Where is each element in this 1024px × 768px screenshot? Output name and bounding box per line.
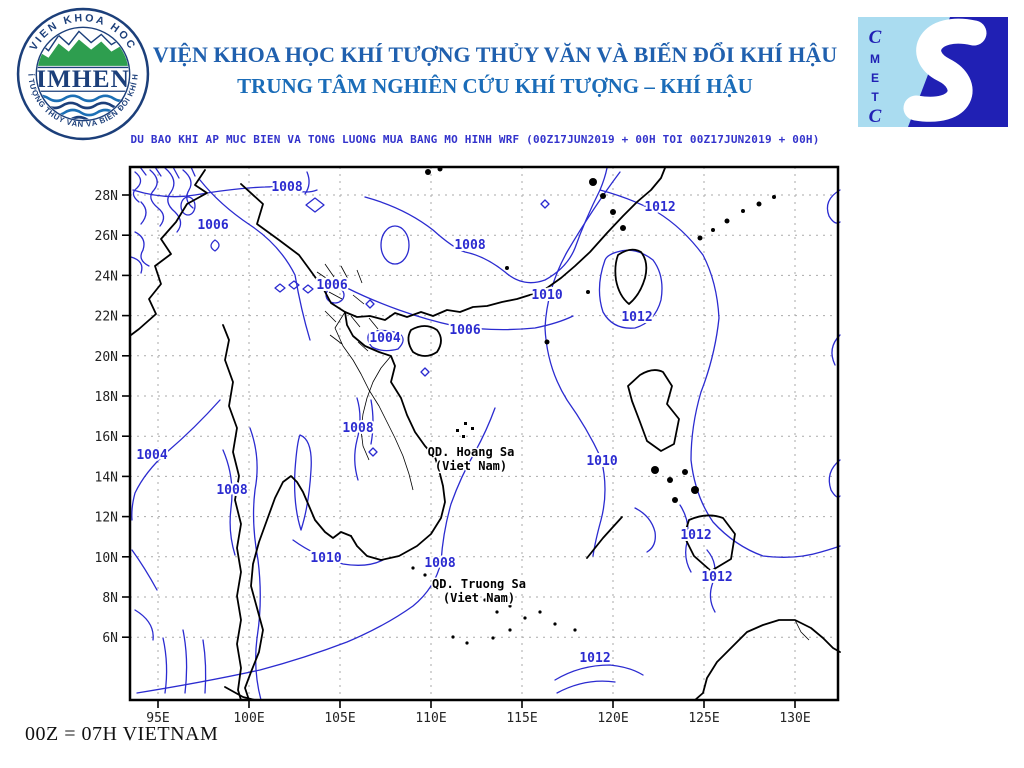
place-labels: QD. Hoang Sa(Viet Nam)QD. Truong Sa(Viet… [426,444,527,607]
isobar-value-label: 1012 [701,570,732,585]
isobar-value-label: 1008 [342,421,373,436]
lon-tick-label: 110E [415,711,446,725]
isobar-value-label: 1004 [369,331,400,346]
lon-tick-label: 95E [146,711,169,725]
lat-tick-label: 28N [95,189,118,204]
svg-text:C: C [869,27,882,48]
svg-text:M: M [870,52,880,66]
isobar-value-label: 1006 [449,323,480,338]
lat-tick-label: 22N [95,310,118,325]
svg-text:E: E [871,71,879,85]
lon-tick-label: 100E [233,711,264,725]
isobar-value-label: 1008 [271,180,302,195]
lat-tick-label: 24N [95,269,118,284]
archipelago-label-sub: (Viet Nam) [435,459,507,473]
isobar-value-label: 1004 [136,448,167,463]
institute-title: VIỆN KHOA HỌC KHÍ TƯỢNG THỦY VĂN VÀ BIẾN… [152,42,838,67]
svg-text:T: T [871,90,879,104]
isobar-value-label: 1010 [310,551,341,566]
isobar-value-label: 1012 [621,310,652,325]
isobar-value-label: 1012 [680,528,711,543]
lat-tick-label: 26N [95,229,118,244]
lon-tick-label: 115E [506,711,537,725]
imhen-mountains [37,39,129,68]
imhen-wordmark: IMHEN [36,65,130,93]
isobar-value-label: 1012 [644,200,675,215]
lat-tick-label: 14N [95,470,118,485]
map-frame [128,165,840,702]
map-title: DU BAO KHI AP MUC BIEN VA TONG LUONG MUA… [130,133,820,146]
archipelago-label-sub: (Viet Nam) [443,591,515,605]
isobar-value-label: 1006 [197,218,228,233]
lon-tick-label: 120E [597,711,628,725]
coastlines [130,166,841,701]
cmetc-logo: C M E T C [858,17,1008,127]
cmetc-s-swoosh [903,18,987,122]
lon-tick-label: 125E [688,711,719,725]
isobar-value-label: 1010 [586,454,617,469]
imhen-name-band [37,65,129,93]
center-title: TRUNG TÂM NGHIÊN CỨU KHÍ TƯỢNG – KHÍ HẬU [237,74,753,98]
archipelago-label: QD. Truong Sa [432,577,526,591]
isobar-value-label: 1010 [531,288,562,303]
lat-tick-label: 12N [95,511,118,526]
timezone-note: 00Z = 07H VIETNAM [25,723,219,745]
lat-tick-label: 10N [95,551,118,566]
lat-tick-label: 6N [102,631,118,646]
lat-tick-label: 20N [95,350,118,365]
weather-map: 1008 1006 1006 1004 1006 1008 1010 1012 1012 1004… [95,165,841,725]
header-block: VIỆN KHOA HỌC KHÍ TƯỢNG THỦY VĂN VÀ BIẾN… [150,42,840,99]
isobar-value-label: 1006 [316,278,347,293]
lon-tick-label: 105E [324,711,355,725]
lat-tick-label: 16N [95,430,118,445]
isobar-value-label: 1012 [579,651,610,666]
longitude-axis: 95E 100E 105E 110E 115E 120E 125E 130E [146,700,811,725]
imhen-logo: VIEN KHOA HOC KHÍ TƯỢNG THỦY VĂN VÀ BIẾN… [14,4,150,141]
isobar-value-label: 1008 [424,556,455,571]
lat-tick-label: 8N [102,591,118,606]
cmetc-letters: C M E T C [869,27,882,127]
isobar-labels: 1008 1006 1006 1004 1006 1008 1010 1012 1012 1004… [134,178,734,668]
isobar-value-label: 1008 [454,238,485,253]
imhen-emblem: IMHEN [36,30,130,120]
lat-tick-label: 18N [95,390,118,405]
archipelago-label: QD. Hoang Sa [428,445,515,459]
svg-text:C: C [869,106,882,127]
lon-tick-label: 130E [779,711,810,725]
latitude-axis: 28N 26N 24N 22N 20N 18N 16N 14N 12N 10N 8N 6N [95,189,130,646]
isobar-value-label: 1008 [216,483,247,498]
